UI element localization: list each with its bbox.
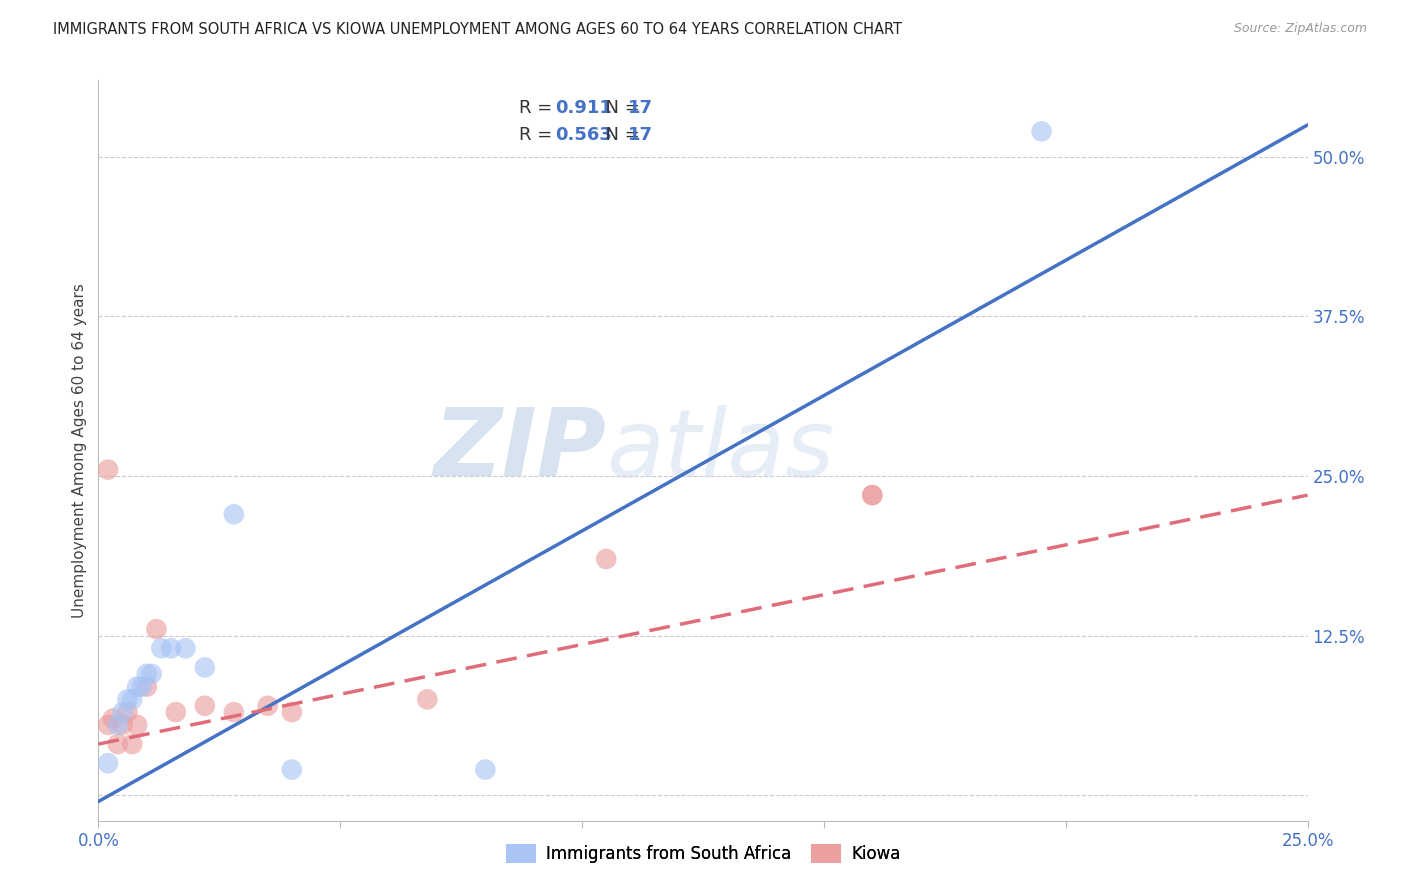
Point [107, 737, 129, 751]
Point [135, 680, 157, 694]
Point [281, 763, 304, 777]
Point [117, 705, 139, 719]
Text: N =: N = [595, 126, 645, 145]
Point [474, 763, 496, 777]
Text: 17: 17 [628, 126, 652, 145]
Point [107, 718, 129, 732]
Text: 0.563: 0.563 [555, 126, 613, 145]
Point [165, 705, 187, 719]
Text: atlas: atlas [606, 405, 835, 496]
Point [194, 698, 217, 713]
Text: R =: R = [519, 99, 558, 117]
Point [174, 641, 197, 656]
Point [101, 712, 124, 726]
Point [416, 692, 439, 706]
Point [121, 692, 143, 706]
Point [131, 680, 153, 694]
Point [281, 705, 304, 719]
Point [97, 718, 120, 732]
Point [145, 622, 167, 636]
Point [97, 756, 120, 771]
Point [595, 552, 617, 566]
Point [160, 641, 183, 656]
Point [860, 488, 883, 502]
Point [135, 666, 157, 681]
Legend: Immigrants from South Africa, Kiowa: Immigrants from South Africa, Kiowa [498, 836, 908, 871]
Point [127, 680, 149, 694]
Text: R =: R = [519, 126, 558, 145]
Y-axis label: Unemployment Among Ages 60 to 64 years: Unemployment Among Ages 60 to 64 years [72, 283, 87, 618]
Point [860, 488, 883, 502]
Point [222, 508, 245, 522]
Text: ZIP: ZIP [433, 404, 606, 497]
Point [194, 660, 217, 674]
Point [1031, 124, 1053, 138]
Point [111, 705, 134, 719]
Text: Source: ZipAtlas.com: Source: ZipAtlas.com [1233, 22, 1367, 36]
Point [117, 692, 139, 706]
Point [121, 737, 143, 751]
Text: IMMIGRANTS FROM SOUTH AFRICA VS KIOWA UNEMPLOYMENT AMONG AGES 60 TO 64 YEARS COR: IMMIGRANTS FROM SOUTH AFRICA VS KIOWA UN… [53, 22, 903, 37]
Point [127, 718, 149, 732]
Point [222, 705, 245, 719]
Text: 17: 17 [628, 99, 652, 117]
Text: N =: N = [595, 99, 645, 117]
Point [150, 641, 173, 656]
Text: 0.911: 0.911 [555, 99, 613, 117]
Point [256, 698, 278, 713]
Point [141, 666, 163, 681]
Point [111, 718, 134, 732]
Point [97, 462, 120, 476]
